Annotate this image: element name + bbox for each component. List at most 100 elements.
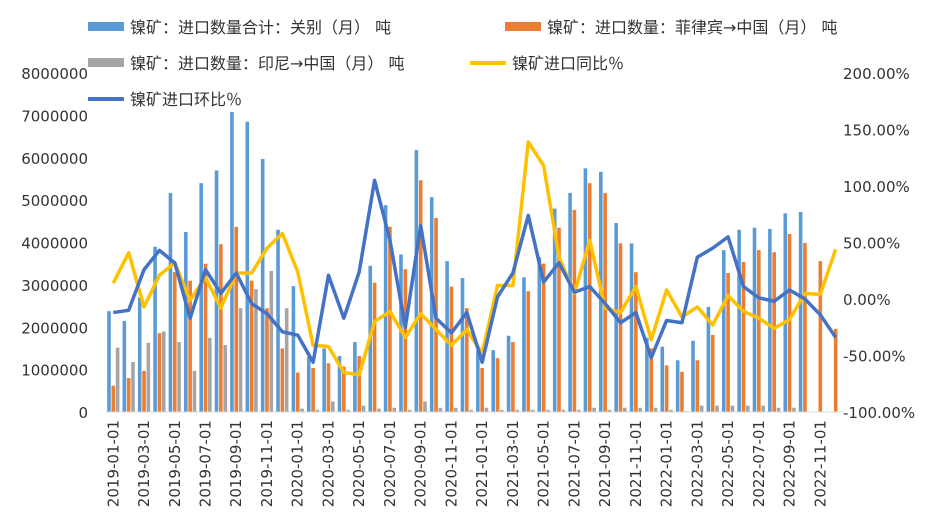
bar-philippines [126, 378, 131, 412]
legend-swatch [88, 22, 124, 31]
bar-total [276, 229, 280, 412]
x-tick-label: 2019-03-01 [135, 420, 153, 507]
y-left-tick-label: 3000000 [21, 277, 88, 295]
bar-total [153, 246, 157, 412]
bar-total [583, 168, 588, 412]
bar-philippines [833, 328, 838, 412]
bar-indonesia [453, 407, 458, 412]
bar-total [260, 159, 265, 412]
y-left-tick-label: 7000000 [21, 107, 88, 125]
bar-indonesia [469, 409, 473, 412]
bar-philippines [449, 286, 454, 412]
bar-philippines [803, 242, 807, 412]
bar-indonesia [699, 405, 704, 412]
bar-philippines [649, 348, 654, 412]
bar-total [506, 335, 511, 412]
x-tick-label: 2020-03-01 [319, 420, 337, 507]
bar-total [337, 356, 342, 412]
bar-total [291, 286, 296, 412]
bar-indonesia [592, 407, 596, 412]
bar-indonesia [546, 409, 550, 412]
bar-indonesia [730, 405, 735, 412]
legend-label: 镍矿进口环比％ [130, 90, 242, 109]
x-tick-label: 2019-01-01 [104, 420, 122, 507]
bar-total [476, 350, 480, 412]
bar-total [645, 337, 649, 412]
bar-indonesia [745, 405, 750, 412]
bar-indonesia [500, 409, 504, 412]
bar-total [691, 340, 695, 412]
y-left-tick-label: 5000000 [21, 192, 88, 210]
bar-philippines [357, 356, 362, 412]
bar-philippines [295, 372, 300, 412]
legend-swatch [88, 58, 124, 67]
y-left-tick-label: 2000000 [21, 319, 88, 337]
bar-philippines [464, 308, 469, 412]
line-mom [113, 178, 838, 365]
bar-indonesia [361, 405, 366, 412]
legend-swatch [505, 22, 541, 31]
bar-total [752, 227, 757, 412]
bar-indonesia [330, 401, 335, 412]
bar-philippines [772, 252, 776, 412]
bar-total [429, 197, 434, 412]
bar-philippines [495, 358, 500, 412]
bar-total [460, 278, 465, 412]
bar-philippines [680, 371, 684, 412]
bar-philippines [695, 360, 700, 412]
bar-indonesia [423, 401, 427, 412]
bar-philippines [342, 366, 346, 412]
bar-indonesia [392, 407, 397, 412]
y-left-tick-label: 4000000 [21, 235, 88, 253]
bar-indonesia [238, 308, 243, 412]
bar-philippines [265, 308, 269, 412]
bar-philippines [541, 263, 546, 412]
bar-philippines [111, 385, 116, 412]
bar-total [491, 350, 496, 412]
bar-indonesia [223, 345, 227, 412]
bar-philippines [203, 263, 208, 412]
bar-philippines [787, 234, 792, 412]
x-tick-label: 2021-09-01 [596, 420, 614, 507]
y-left-tick-label: 1000000 [21, 362, 88, 380]
x-tick-label: 2022-09-01 [781, 420, 799, 507]
bar-indonesia [561, 409, 566, 412]
bar-total [568, 192, 572, 412]
bar-indonesia [715, 405, 719, 412]
bar-philippines [188, 280, 192, 412]
bar-total [230, 111, 234, 413]
x-tick-label: 2019-05-01 [166, 420, 184, 507]
bar-philippines [311, 367, 315, 412]
bar-total [353, 342, 357, 412]
bar-philippines [526, 291, 531, 412]
bar-total [552, 208, 557, 412]
bar-indonesia [377, 408, 381, 412]
bar-indonesia [792, 407, 796, 412]
bar-philippines [172, 272, 177, 412]
bar-indonesia [638, 407, 642, 412]
bar-philippines [418, 180, 423, 412]
bar-philippines [710, 334, 715, 412]
bar-total [245, 121, 250, 412]
legend-label: 镍矿：进口数量合计：关别（月） 吨 [130, 18, 391, 37]
bar-total [537, 257, 542, 412]
bar-philippines [587, 183, 592, 412]
bar-indonesia [300, 408, 304, 412]
bar-total [721, 250, 726, 412]
bar-indonesia [669, 409, 673, 412]
bar-indonesia [161, 331, 166, 412]
bar-total [137, 297, 142, 412]
x-tick-label: 2022-01-01 [658, 420, 676, 507]
x-tick-label: 2020-05-01 [350, 420, 368, 507]
bar-philippines [618, 243, 623, 412]
bar-philippines [219, 244, 223, 412]
bar-philippines [511, 342, 515, 412]
bar-indonesia [530, 409, 535, 412]
x-tick-label: 2021-11-01 [627, 420, 645, 507]
bar-total [768, 228, 772, 412]
x-tick-label: 2019-11-01 [258, 420, 276, 507]
bar-philippines [157, 333, 162, 412]
bar-indonesia [407, 409, 412, 412]
